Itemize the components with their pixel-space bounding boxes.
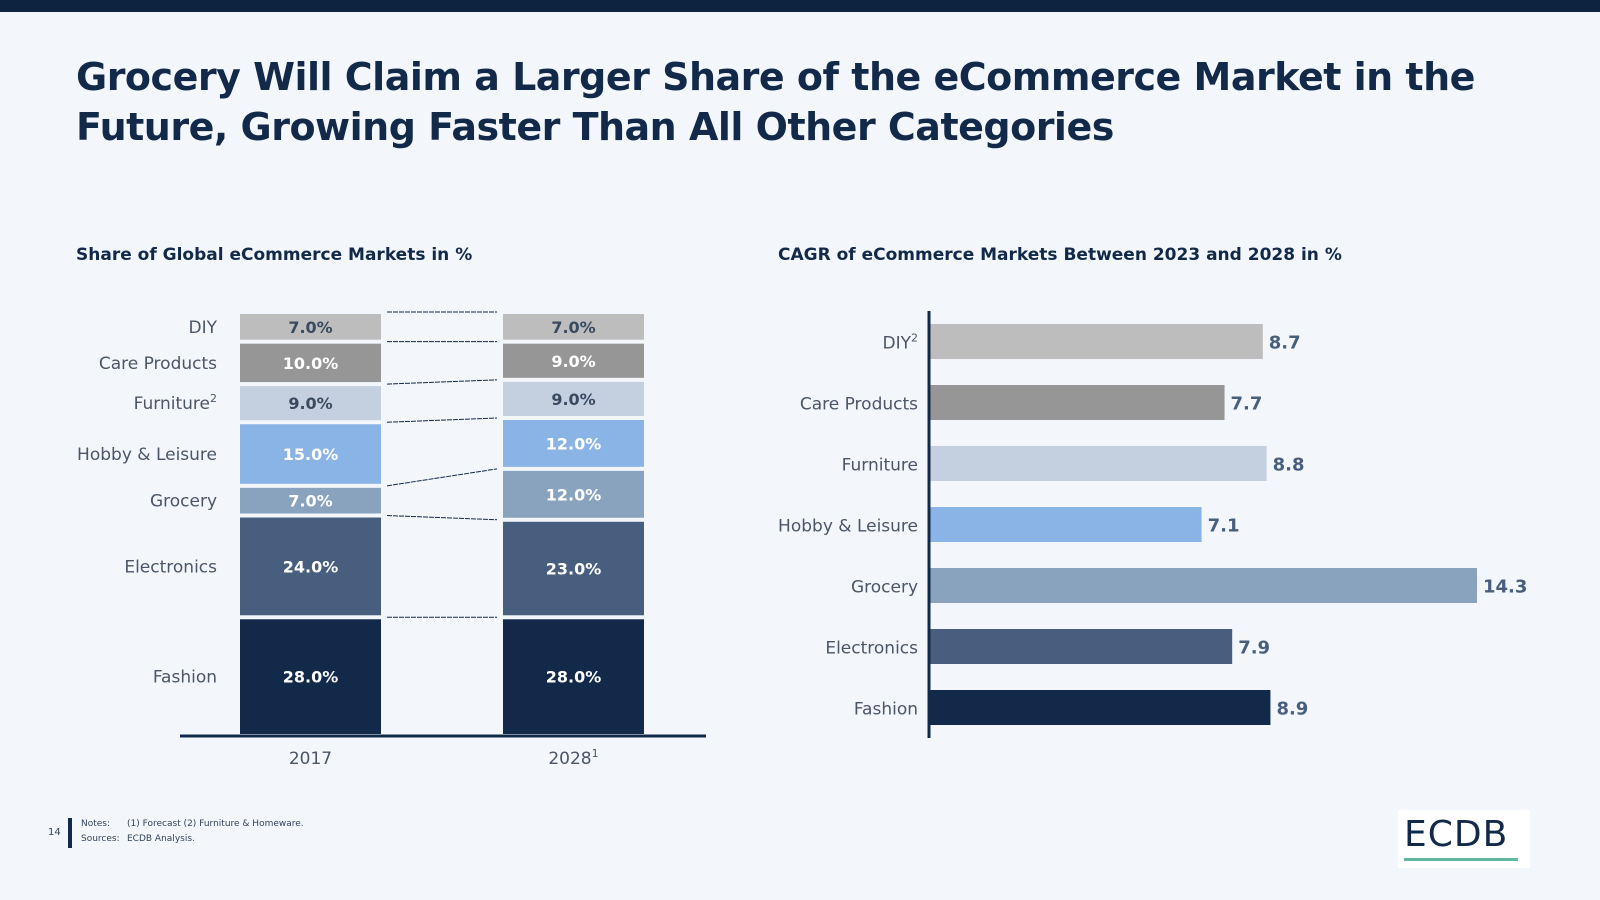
stacked-bar-2017-furniture bbox=[240, 386, 381, 421]
legend-label-grocery-text: Grocery bbox=[150, 492, 217, 512]
stacked-bar-2028-diy-label: 7.0% bbox=[551, 318, 595, 337]
y-tick-hobby-leisure: Hobby & Leisure bbox=[778, 517, 918, 537]
cagr-bar-hobby-leisure bbox=[930, 507, 1202, 542]
connector-grocery bbox=[386, 468, 498, 487]
stacked-bar-2017-fashion bbox=[240, 619, 381, 734]
legend-label-hobby-leisure-text: Hobby & Leisure bbox=[77, 445, 217, 465]
y-tick-care-products-text: Care Products bbox=[800, 395, 918, 415]
y-tick-fashion: Fashion bbox=[854, 700, 918, 720]
legend-label-care-products-text: Care Products bbox=[99, 354, 217, 374]
page-number: 14 bbox=[48, 827, 61, 838]
notes-label: Notes: bbox=[81, 819, 111, 829]
y-tick-electronics-text: Electronics bbox=[825, 639, 918, 659]
stacked-bar-2017-electronics-label: 24.0% bbox=[283, 557, 339, 576]
stacked-bar-2017-diy bbox=[240, 314, 381, 340]
stacked-bar-2017-furniture-label: 9.0% bbox=[288, 394, 332, 413]
cagr-bar-fashion bbox=[930, 690, 1271, 725]
stacked-bar-2028-hobby-leisure-label: 12.0% bbox=[546, 434, 602, 453]
x-tick-2028-superscript: 1 bbox=[592, 747, 599, 760]
cagr-bar-electronics bbox=[930, 629, 1233, 664]
legend-label-hobby-leisure: Hobby & Leisure bbox=[77, 445, 217, 465]
stacked-bar-2028-grocery bbox=[503, 470, 644, 518]
sources-line: Sources: ECDB Analysis. bbox=[81, 832, 304, 847]
notes-text: (1) Forecast (2) Furniture & Homeware. bbox=[127, 819, 304, 829]
logo-underline bbox=[1404, 858, 1518, 861]
page-title: Grocery Will Claim a Larger Share of the… bbox=[76, 55, 1475, 149]
legend-label-fashion: Fashion bbox=[153, 668, 217, 688]
stacked-bar-2028-furniture-label: 9.0% bbox=[551, 390, 595, 409]
connector-electronics bbox=[386, 515, 498, 521]
stacked-bar-2028-care-products bbox=[503, 343, 644, 378]
cagr-bar-fashion-value-label: 8.9 bbox=[1276, 699, 1308, 720]
legend-label-fashion-text: Fashion bbox=[153, 668, 217, 688]
cagr-bar-diy bbox=[930, 324, 1263, 359]
stacked-chart-title: Share of Global eCommerce Markets in % bbox=[76, 245, 473, 265]
cagr-bar-diy-value-label: 8.7 bbox=[1269, 333, 1301, 354]
x-tick-2028: 20281 bbox=[548, 747, 598, 769]
stacked-bar-2017-care-products bbox=[240, 343, 381, 383]
stacked-bar-2017-diy-label: 7.0% bbox=[288, 318, 332, 337]
stacked-bar-2028-fashion-label: 28.0% bbox=[546, 668, 602, 687]
stacked-share-chart: 28.0% 24.0% 7.0% 15.0% 9.0% 10.0% 7.0% 2017 28.0… bbox=[77, 311, 706, 769]
cagr-bar-electronics-value-label: 7.9 bbox=[1238, 638, 1270, 659]
y-tick-diy-text: DIY bbox=[883, 334, 912, 354]
logo-text: ECDB bbox=[1404, 814, 1509, 855]
stacked-bar-2017-electronics bbox=[240, 517, 381, 616]
cagr-bar-furniture bbox=[930, 446, 1267, 481]
x-tick-2028-text: 2028 bbox=[548, 749, 591, 769]
stacked-bar-2017-hobby-leisure bbox=[240, 424, 381, 484]
stacked-bar-2017-fashion-label: 28.0% bbox=[283, 668, 339, 687]
stacked-bar-2017-hobby-leisure-label: 15.0% bbox=[283, 445, 339, 464]
connector-furniture bbox=[386, 379, 498, 385]
cagr-chart-title: CAGR of eCommerce Markets Between 2023 a… bbox=[778, 245, 1342, 265]
x-tick-2017: 2017 bbox=[289, 749, 332, 769]
cagr-bar-furniture-value-label: 8.8 bbox=[1273, 455, 1305, 476]
ecdb-logo: ECDB bbox=[1398, 810, 1530, 868]
sources-text: ECDB Analysis. bbox=[127, 834, 195, 844]
y-tick-furniture-text: Furniture bbox=[842, 456, 918, 476]
cagr-bar-hobby-leisure-value-label: 7.1 bbox=[1208, 516, 1240, 537]
footer-divider bbox=[68, 818, 72, 848]
legend-label-furniture: Furniture2 bbox=[134, 392, 217, 414]
notes-line: Notes: (1) Forecast (2) Furniture & Homew… bbox=[81, 817, 304, 832]
legend-label-diy-text: DIY bbox=[189, 318, 218, 338]
legend-label-furniture-superscript: 2 bbox=[210, 392, 217, 405]
y-tick-fashion-text: Fashion bbox=[854, 700, 918, 720]
y-tick-hobby-leisure-text: Hobby & Leisure bbox=[778, 517, 918, 537]
stacked-bar-2028-care-products-label: 9.0% bbox=[551, 352, 595, 371]
cagr-bar-grocery-value-label: 14.3 bbox=[1483, 577, 1527, 598]
legend-label-furniture-text: Furniture bbox=[134, 394, 210, 414]
stacked-bar-2028-grocery-label: 12.0% bbox=[546, 485, 602, 504]
y-tick-electronics: Electronics bbox=[825, 639, 918, 659]
stacked-bar-2028-hobby-leisure bbox=[503, 420, 644, 467]
footer-notes: Notes: (1) Forecast (2) Furniture & Homew… bbox=[81, 817, 304, 847]
stacked-bar-2017-grocery bbox=[240, 487, 381, 514]
y-tick-diy: DIY2 bbox=[883, 332, 919, 354]
stacked-bar-2028-furniture bbox=[503, 381, 644, 416]
cagr-bar-care-products-value-label: 7.7 bbox=[1231, 394, 1263, 415]
legend-label-diy: DIY bbox=[189, 318, 218, 338]
cagr-bar-care-products bbox=[930, 385, 1225, 420]
stacked-bar-2017-grocery-label: 7.0% bbox=[288, 492, 332, 511]
y-tick-care-products: Care Products bbox=[800, 395, 918, 415]
y-tick-furniture: Furniture bbox=[842, 456, 918, 476]
legend-label-care-products: Care Products bbox=[99, 354, 217, 374]
y-tick-grocery-text: Grocery bbox=[851, 578, 918, 598]
legend-label-grocery: Grocery bbox=[150, 492, 217, 512]
y-tick-diy-superscript: 2 bbox=[911, 332, 918, 345]
connector-hobby-leisure bbox=[386, 417, 498, 423]
stacked-bar-2028-fashion bbox=[503, 619, 644, 734]
top-accent-bar bbox=[0, 0, 1600, 12]
stacked-bar-2017-care-products-label: 10.0% bbox=[283, 354, 339, 373]
legend-label-electronics-text: Electronics bbox=[124, 557, 217, 577]
y-tick-grocery: Grocery bbox=[851, 578, 918, 598]
legend-label-electronics: Electronics bbox=[124, 557, 217, 577]
cagr-bar-grocery bbox=[930, 568, 1477, 603]
x-tick-2017-text: 2017 bbox=[289, 749, 332, 769]
sources-label: Sources: bbox=[81, 834, 120, 844]
stacked-bar-2028-electronics bbox=[503, 521, 644, 616]
stacked-bar-2028-electronics-label: 23.0% bbox=[546, 560, 602, 579]
stacked-bar-2028-diy bbox=[503, 314, 644, 340]
